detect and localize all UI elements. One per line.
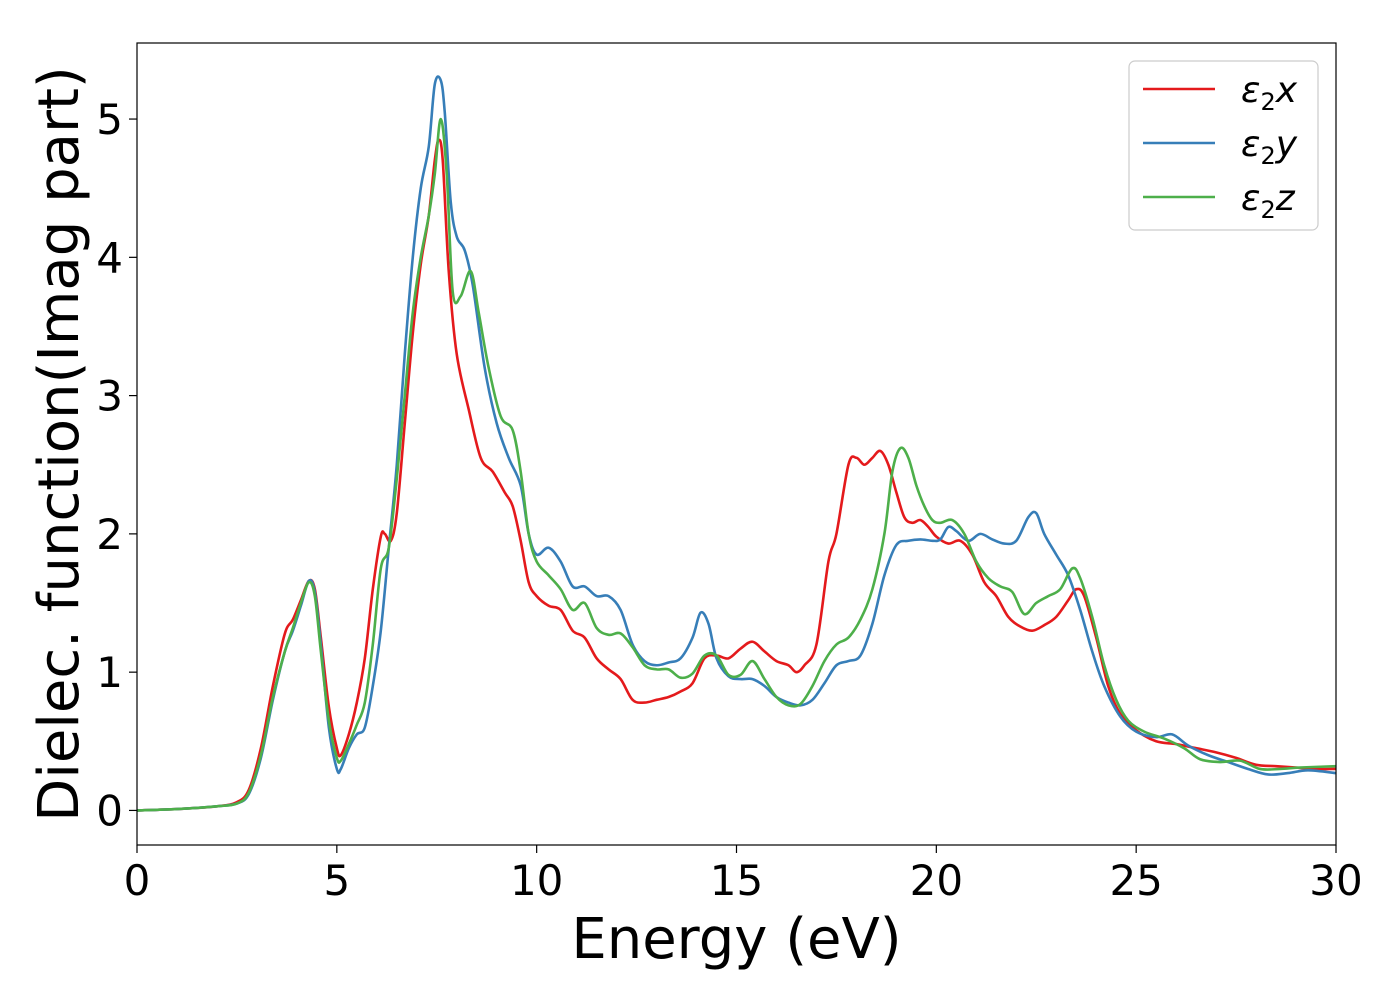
y-tick-label: 4 — [96, 233, 123, 282]
series-line-y — [137, 75, 1336, 812]
y-tick-label: 3 — [96, 372, 123, 421]
legend-box — [1128, 60, 1319, 231]
y-tick-label: 1 — [96, 648, 123, 697]
legend-label: ε2x — [1241, 70, 1298, 116]
series-line-x — [137, 138, 1336, 812]
x-tick-label: 30 — [1309, 856, 1362, 905]
x-tick-label: 25 — [1109, 856, 1162, 905]
y-tick-label: 5 — [96, 95, 123, 144]
y-tick-label: 0 — [96, 786, 123, 835]
legend-label: ε2y — [1241, 124, 1298, 170]
x-axis-label: Energy (eV) — [571, 907, 901, 972]
x-tick-label: 15 — [710, 856, 763, 905]
legend-label: ε2z — [1241, 178, 1296, 224]
legend: ε2x ε2y ε2z — [1128, 60, 1319, 231]
y-axis-label: Dielec. function(Imag part) — [27, 66, 92, 822]
x-tick-label: 20 — [910, 856, 963, 905]
y-tick-label: 2 — [96, 510, 123, 559]
x-tick-label: 5 — [323, 856, 350, 905]
series-line-z — [137, 117, 1336, 812]
x-tick-label: 0 — [124, 856, 151, 905]
x-tick-label: 10 — [510, 856, 563, 905]
